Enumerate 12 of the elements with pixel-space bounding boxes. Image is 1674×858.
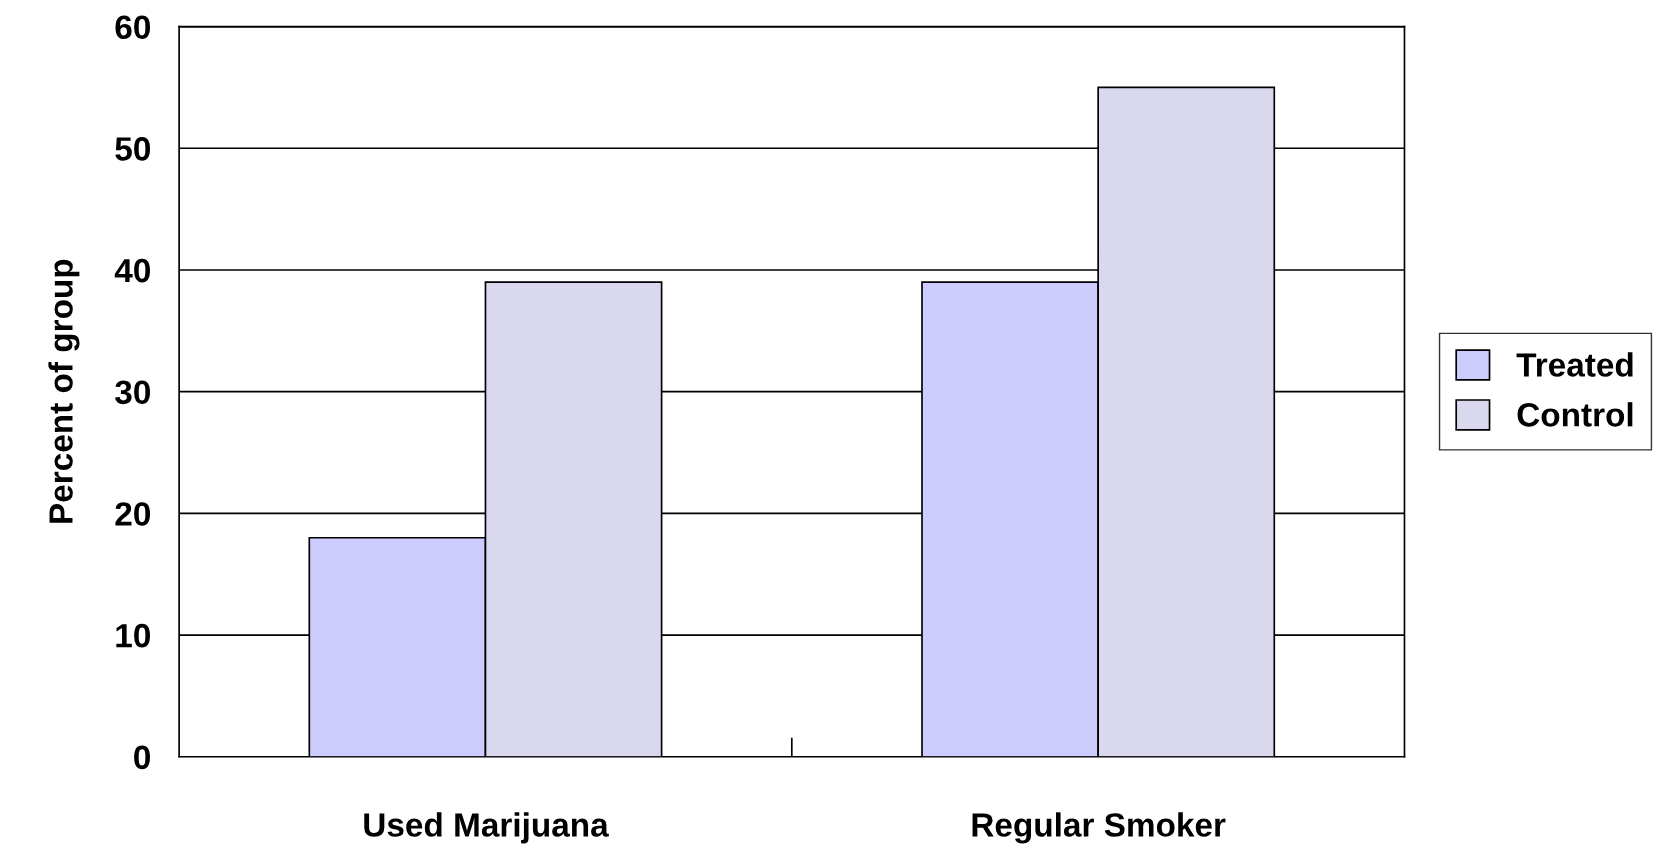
y-tick-label: 0 <box>134 745 150 770</box>
y-tick-label: 40 <box>114 258 150 283</box>
legend-label: Control <box>1517 402 1633 427</box>
y-tick-label: 30 <box>115 380 150 405</box>
y-axis-title: Percent of group <box>48 259 80 523</box>
legend-label: Treated <box>1516 352 1633 377</box>
y-tick-label: 10 <box>116 623 150 648</box>
x-tick-label: Used Marijuana <box>364 812 609 844</box>
y-tick-label: 20 <box>115 502 150 526</box>
x-tick-label: Regular Smoker <box>972 812 1226 844</box>
y-tick-label: 50 <box>115 137 150 161</box>
y-tick-label: 60 <box>115 15 150 39</box>
